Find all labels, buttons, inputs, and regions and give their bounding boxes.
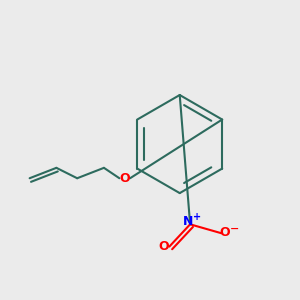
Text: −: − [230, 224, 239, 234]
Text: O: O [219, 226, 230, 239]
Text: O: O [119, 172, 130, 185]
Text: +: + [194, 212, 202, 222]
Text: O: O [159, 239, 169, 253]
Text: N: N [183, 215, 193, 228]
